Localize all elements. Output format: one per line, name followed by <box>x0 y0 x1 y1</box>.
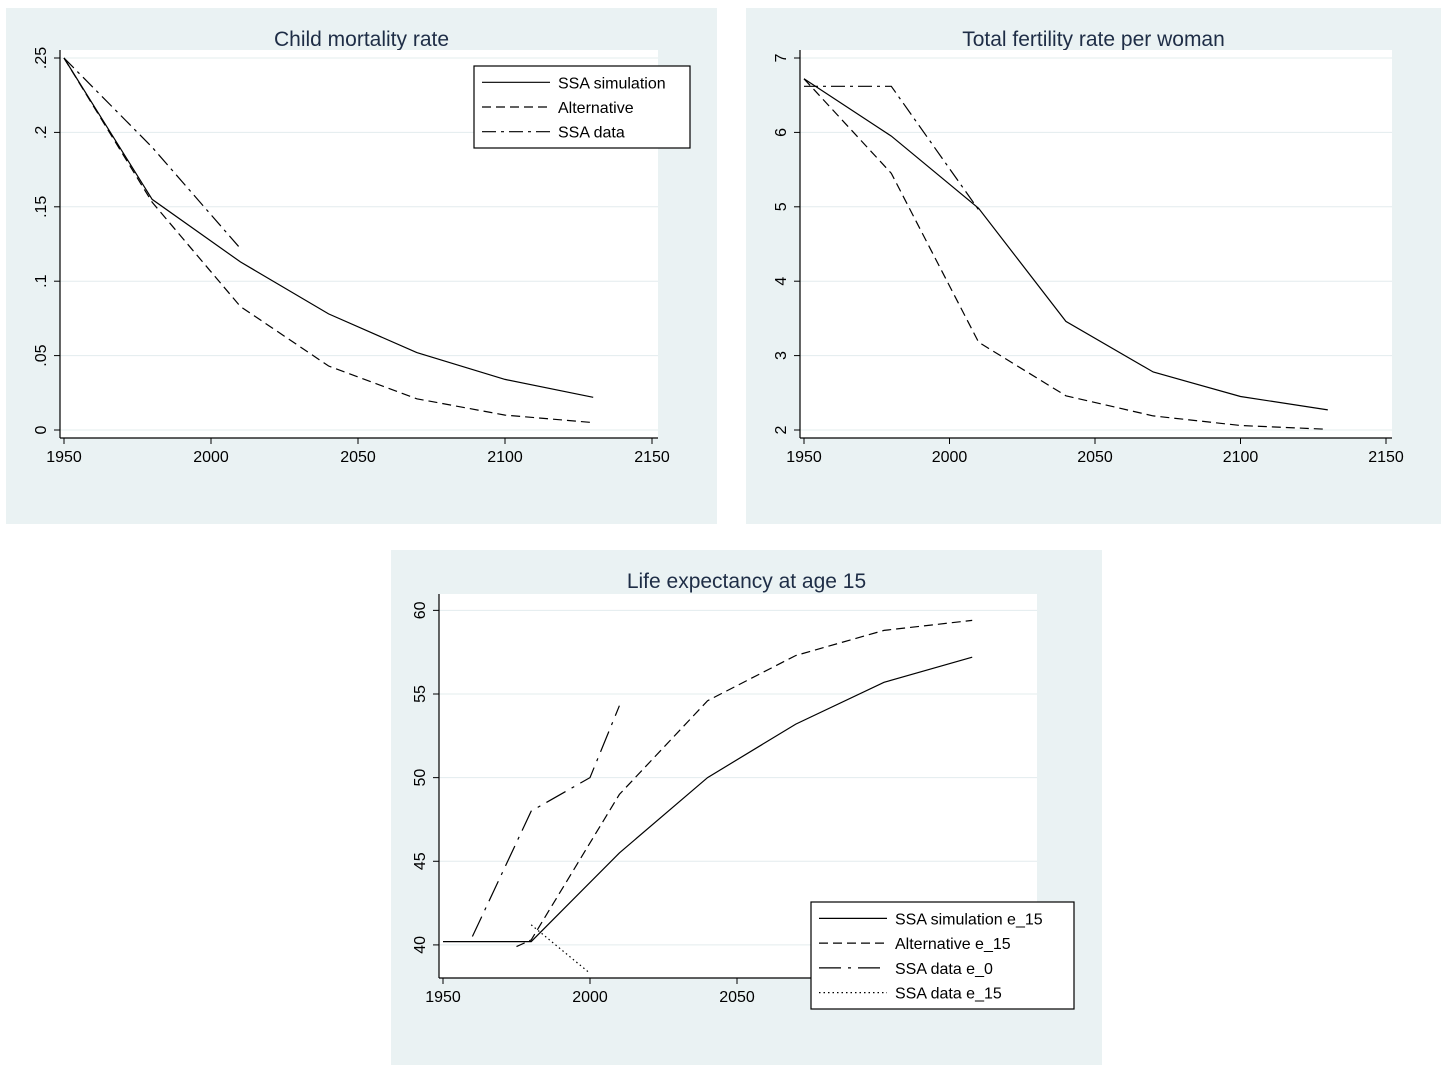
x-tick-label: 1950 <box>46 449 82 466</box>
series-line-0 <box>443 656 973 943</box>
series-line-2 <box>471 705 620 937</box>
x-tick-label: 1950 <box>425 989 461 1006</box>
chart-svg: 2 3 4 5 6 7 1950 2000 2050 2100 2150 <box>773 50 1404 466</box>
x-tick-label: 2000 <box>193 449 229 466</box>
legend-label: SSA data e_0 <box>895 961 993 978</box>
series-line-1 <box>63 57 594 424</box>
y-tick-label: 5 <box>773 202 790 211</box>
chart-svg: 0 .05 .1 .15 .2 .25 1950 2000 2050 2100 2150 SSA si… <box>33 47 691 466</box>
chart-panel-life-expectancy: Life expectancy at age 15 40 45 50 55 60 1950… <box>391 550 1102 1065</box>
y-tick-label: .05 <box>33 344 50 366</box>
y-tick-label: .2 <box>33 126 50 139</box>
chart-title: Total fertility rate per woman <box>962 28 1225 51</box>
series-line-3 <box>530 924 591 974</box>
x-tick-label: 2050 <box>340 449 376 466</box>
y-tick-label: 55 <box>412 685 429 703</box>
legend-label: Alternative e_15 <box>895 936 1011 953</box>
x-tick-label: 2100 <box>1223 449 1259 466</box>
plot-area <box>800 50 1392 438</box>
chart-svg: 404550556019502000205021002150SSA simula… <box>412 594 1075 1010</box>
y-tick-label: 60 <box>412 601 429 619</box>
x-tick-label: 2100 <box>487 449 523 466</box>
series-line-0 <box>803 78 1328 411</box>
y-tick-label: 0 <box>33 425 50 434</box>
y-tick-label: 50 <box>412 769 429 787</box>
y-tick-label: .1 <box>33 274 50 287</box>
x-tick-label: 2150 <box>634 449 670 466</box>
series-line-2 <box>804 85 980 211</box>
legend-label: SSA data <box>558 125 625 142</box>
x-tick-label: 1950 <box>786 449 822 466</box>
series-line-1 <box>803 78 1328 430</box>
legend-label: SSA simulation e_15 <box>895 911 1043 928</box>
legend-box <box>810 901 1075 1010</box>
y-tick-label: 6 <box>773 128 790 137</box>
x-tick-label: 2050 <box>1077 449 1113 466</box>
y-tick-label: 4 <box>773 277 790 286</box>
y-tick-label: .15 <box>33 196 50 218</box>
series-line-1 <box>516 619 973 948</box>
y-tick-label: 40 <box>412 936 429 954</box>
chart-panel-child-mortality: Child mortality rate 0 .05 .1 .15 .2 .25 1950 2… <box>6 8 717 524</box>
x-tick-label: 2050 <box>719 989 755 1006</box>
legend-label: SSA simulation <box>558 75 666 92</box>
y-tick-label: 7 <box>773 53 790 62</box>
x-tick-label: 2150 <box>1368 449 1404 466</box>
y-tick-label: 45 <box>412 852 429 870</box>
series-line-0 <box>63 57 594 398</box>
y-tick-label: 2 <box>773 425 790 434</box>
legend-label: SSA data e_15 <box>895 986 1002 1003</box>
y-tick-label: .25 <box>33 47 50 69</box>
chart-panel-fertility: Total fertility rate per woman 2 3 4 5 6 7 195… <box>746 8 1441 524</box>
x-tick-label: 2000 <box>932 449 968 466</box>
x-tick-label: 2000 <box>572 989 608 1006</box>
y-tick-label: 3 <box>773 351 790 360</box>
legend-label: Alternative <box>558 100 634 117</box>
chart-title: Life expectancy at age 15 <box>626 570 867 593</box>
chart-title: Child mortality rate <box>273 28 450 51</box>
